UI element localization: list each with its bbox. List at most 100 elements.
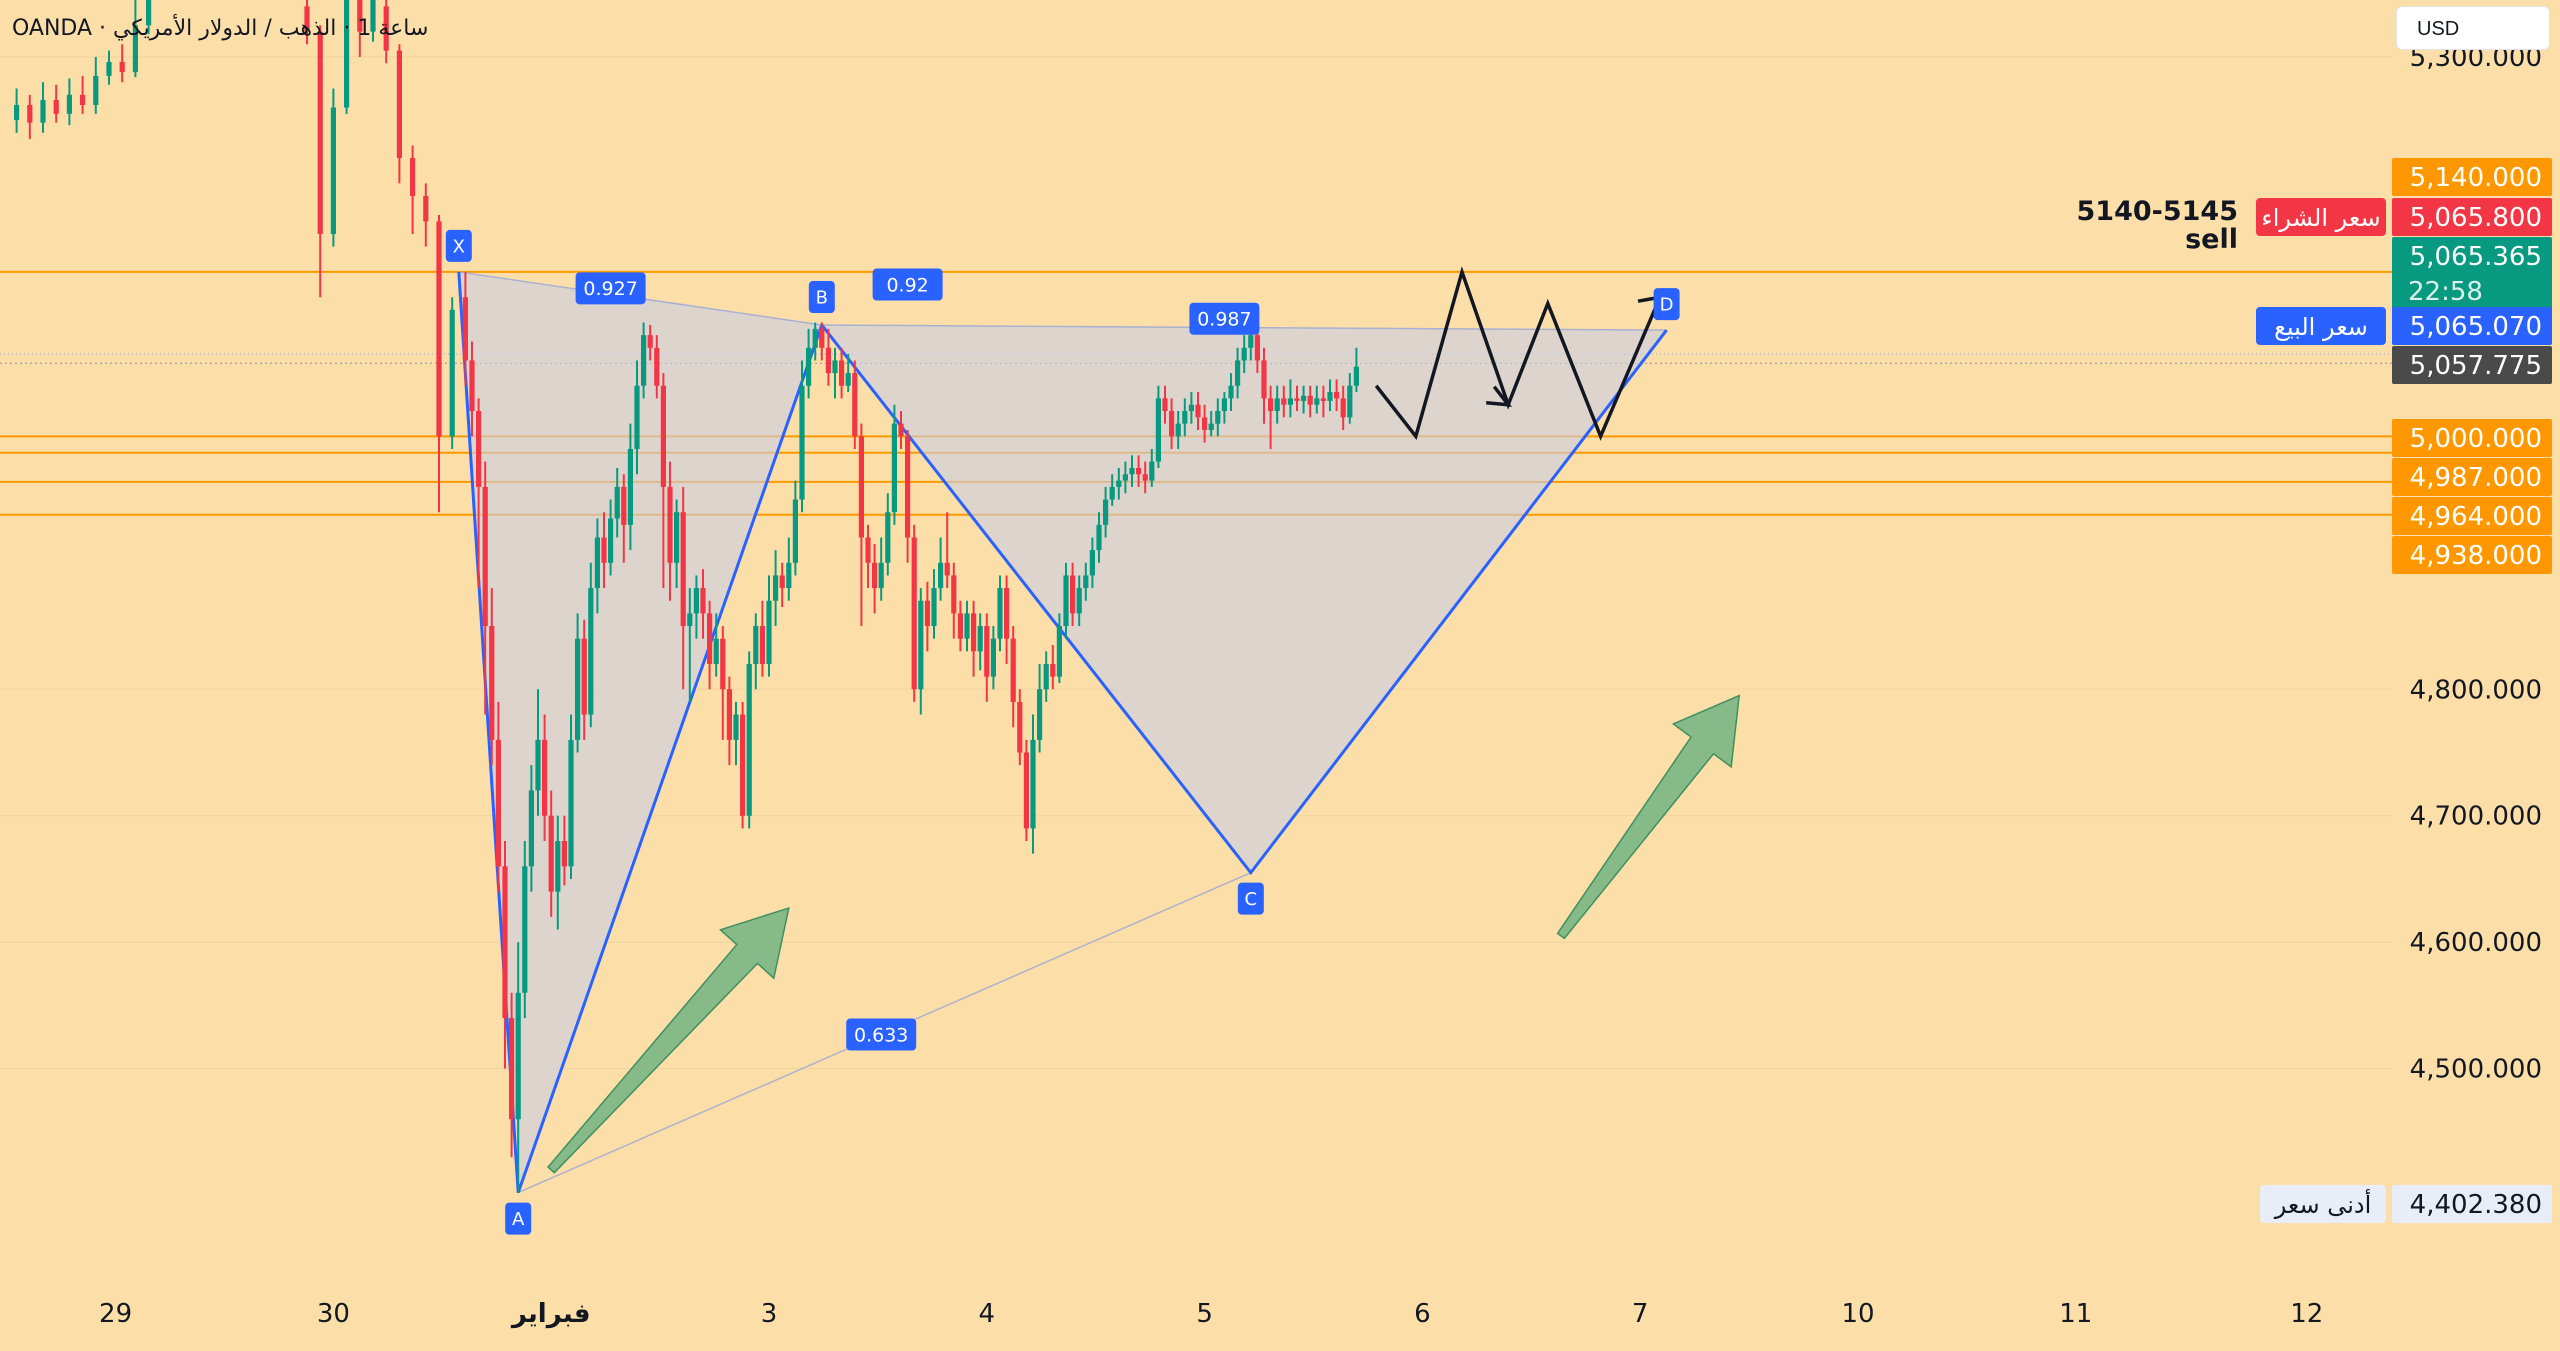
candle (330, 88, 336, 247)
candle (918, 588, 924, 715)
candle-body (317, 31, 323, 234)
candle (872, 543, 878, 614)
candle-body (944, 562, 950, 576)
price-label-orange: 4,964.000 (2392, 497, 2552, 535)
candle (1221, 392, 1227, 424)
candle (779, 562, 785, 608)
candle (740, 701, 746, 829)
price-label-bg (2392, 1185, 2552, 1223)
candle (502, 841, 508, 1069)
candle (825, 328, 831, 386)
currency-button[interactable]: USD (2396, 6, 2550, 50)
candle (1334, 379, 1340, 412)
price-axis: 5,300.0004,800.0004,700.0004,600.0004,50… (2256, 0, 2560, 1346)
candle-body (634, 385, 640, 449)
candle-body (561, 841, 567, 867)
candle (1307, 385, 1313, 418)
candle (489, 588, 495, 766)
candle-body (1142, 474, 1148, 481)
price-label-bg (2392, 497, 2552, 535)
candle-body (568, 739, 574, 867)
candle (132, 0, 138, 78)
candle (951, 562, 957, 639)
price-label-bg (2392, 237, 2552, 309)
candle-body (515, 992, 521, 1120)
candle (990, 626, 996, 690)
candle-body (951, 575, 957, 614)
time-tick-label: 7 (1632, 1299, 1649, 1329)
candle-body (878, 562, 884, 589)
candle (469, 341, 475, 437)
candle-body (106, 61, 112, 76)
candle (1202, 404, 1208, 443)
candle-body (594, 537, 600, 589)
time-tick-label: 5 (1196, 1299, 1213, 1329)
time-tick-label: 30 (317, 1299, 350, 1329)
candle (1287, 379, 1293, 418)
candle (1109, 474, 1115, 506)
candle-body (1070, 575, 1076, 614)
candle (641, 322, 647, 399)
candle (1070, 562, 1076, 627)
candle-body (1004, 588, 1010, 639)
candle-body (1228, 385, 1234, 399)
candle-body (93, 75, 99, 105)
candle (548, 790, 554, 917)
candle (1010, 626, 1016, 728)
candle-body (1287, 398, 1293, 405)
candle (885, 493, 891, 576)
candle-body (608, 518, 614, 563)
candle (799, 360, 805, 513)
candle (1254, 330, 1260, 374)
candle-body (1327, 392, 1333, 401)
candle-body (132, 25, 138, 73)
candle (759, 600, 765, 677)
candle (1030, 714, 1036, 854)
candle-body (1202, 417, 1208, 430)
candle (93, 56, 99, 114)
candle-body (839, 360, 845, 386)
candle-body (852, 373, 858, 437)
candle (304, 0, 310, 45)
candle (1228, 373, 1234, 412)
candle-body (1109, 486, 1115, 500)
candle-body (1261, 360, 1267, 399)
candle (476, 398, 482, 589)
point-label-d-text: D (1660, 295, 1674, 316)
price-tick-label: 4,500.000 (2410, 1055, 2542, 1085)
ratio-label-text: 0.987 (1197, 309, 1251, 331)
candle (1103, 486, 1109, 538)
candle (27, 94, 33, 140)
candle-body (891, 423, 897, 513)
candle (106, 50, 112, 85)
price-label-orange: 5,140.000 (2392, 158, 2552, 196)
price-label-text: 5,057.775 (2410, 351, 2542, 381)
candle (575, 613, 581, 753)
candle (1043, 651, 1049, 702)
candle-body (1063, 575, 1069, 627)
time-tick-label: 10 (1841, 1299, 1874, 1329)
point-label-a-bg (505, 1202, 532, 1235)
price-label-green: 5,065.365 22:58 (2392, 237, 2552, 309)
candle (680, 486, 686, 690)
candle-body (476, 411, 482, 487)
price-tag-bg (2256, 198, 2386, 236)
candle (766, 575, 772, 677)
candle (594, 518, 600, 614)
candle-body (733, 714, 739, 740)
candle (581, 619, 587, 740)
ratio-label-bg (846, 1018, 917, 1051)
candle (561, 815, 567, 886)
candle (792, 480, 798, 576)
candle (905, 430, 911, 563)
candle (495, 701, 501, 892)
candle-body (1195, 404, 1201, 418)
candle-body (753, 626, 759, 664)
projection-arrowhead-2 (1486, 385, 1513, 407)
candle (753, 613, 759, 690)
candle-body (482, 486, 488, 627)
candle (1353, 347, 1359, 393)
ratio-label: 0.987 (1189, 302, 1260, 335)
